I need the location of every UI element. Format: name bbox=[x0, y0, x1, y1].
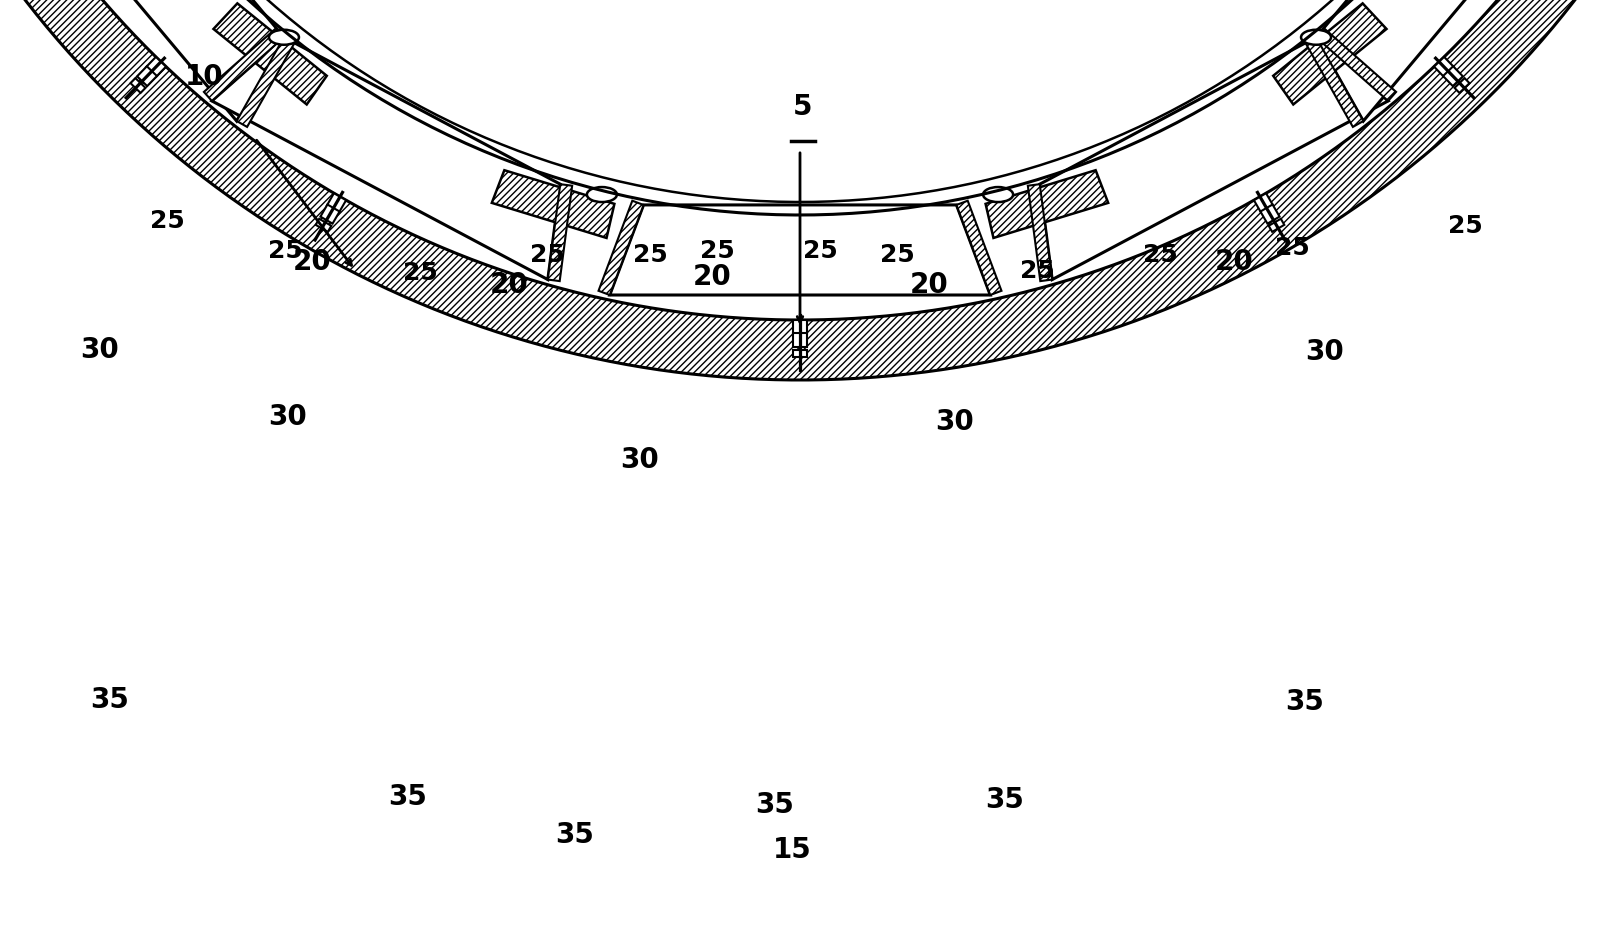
Polygon shape bbox=[1305, 37, 1364, 127]
Polygon shape bbox=[1443, 66, 1463, 86]
Polygon shape bbox=[599, 200, 644, 295]
Polygon shape bbox=[0, 0, 283, 121]
Polygon shape bbox=[1434, 57, 1454, 76]
Ellipse shape bbox=[269, 30, 299, 45]
Text: 30: 30 bbox=[267, 403, 307, 431]
Polygon shape bbox=[1316, 0, 1601, 121]
Ellipse shape bbox=[588, 187, 616, 202]
Polygon shape bbox=[792, 350, 807, 357]
Text: 30: 30 bbox=[620, 446, 658, 474]
Polygon shape bbox=[211, 37, 560, 280]
Polygon shape bbox=[131, 78, 146, 93]
Polygon shape bbox=[1268, 219, 1284, 232]
Text: 25: 25 bbox=[881, 243, 914, 267]
Polygon shape bbox=[213, 4, 327, 104]
Polygon shape bbox=[237, 37, 295, 127]
Text: 5: 5 bbox=[792, 93, 812, 121]
Text: 30: 30 bbox=[935, 408, 973, 436]
Text: 25: 25 bbox=[804, 239, 837, 263]
Ellipse shape bbox=[1302, 30, 1330, 45]
Text: 35: 35 bbox=[387, 783, 427, 811]
Polygon shape bbox=[956, 200, 1002, 295]
Text: 30: 30 bbox=[1305, 338, 1343, 366]
Text: 20: 20 bbox=[693, 263, 732, 291]
Text: 25: 25 bbox=[403, 261, 437, 285]
Text: 35: 35 bbox=[1286, 688, 1324, 716]
Polygon shape bbox=[610, 205, 991, 295]
Polygon shape bbox=[327, 193, 346, 212]
Text: 20: 20 bbox=[293, 248, 331, 276]
Text: 25: 25 bbox=[1020, 259, 1055, 283]
Text: 10: 10 bbox=[186, 63, 224, 91]
Text: 35: 35 bbox=[756, 791, 794, 819]
Polygon shape bbox=[792, 333, 807, 347]
Text: 20: 20 bbox=[490, 271, 528, 299]
Polygon shape bbox=[315, 219, 331, 232]
Polygon shape bbox=[548, 185, 572, 281]
Polygon shape bbox=[1316, 28, 1396, 101]
Text: 25: 25 bbox=[700, 239, 735, 263]
Text: 25: 25 bbox=[267, 239, 303, 263]
Polygon shape bbox=[1455, 78, 1470, 93]
Ellipse shape bbox=[983, 187, 1013, 202]
Polygon shape bbox=[492, 171, 615, 238]
Polygon shape bbox=[146, 57, 167, 76]
Polygon shape bbox=[1028, 185, 1052, 281]
Text: 25: 25 bbox=[1274, 236, 1310, 260]
Text: 35: 35 bbox=[985, 786, 1025, 814]
Text: 20: 20 bbox=[1215, 248, 1254, 276]
Text: 35: 35 bbox=[556, 821, 594, 849]
Polygon shape bbox=[1273, 4, 1386, 104]
Polygon shape bbox=[986, 171, 1108, 238]
Text: 15: 15 bbox=[773, 836, 812, 864]
Polygon shape bbox=[320, 204, 339, 224]
Text: 30: 30 bbox=[80, 336, 118, 364]
Polygon shape bbox=[792, 320, 807, 334]
Text: 25: 25 bbox=[150, 209, 184, 233]
Polygon shape bbox=[203, 28, 283, 101]
Polygon shape bbox=[1260, 204, 1279, 224]
Polygon shape bbox=[138, 66, 157, 86]
Text: 25: 25 bbox=[530, 243, 565, 267]
Text: 25: 25 bbox=[632, 243, 668, 267]
Text: 25: 25 bbox=[1143, 243, 1178, 267]
Polygon shape bbox=[1039, 37, 1388, 280]
Text: 20: 20 bbox=[909, 271, 949, 299]
Text: 25: 25 bbox=[1447, 214, 1483, 238]
Polygon shape bbox=[0, 0, 1601, 380]
Polygon shape bbox=[1254, 193, 1273, 212]
Text: 35: 35 bbox=[90, 686, 128, 714]
